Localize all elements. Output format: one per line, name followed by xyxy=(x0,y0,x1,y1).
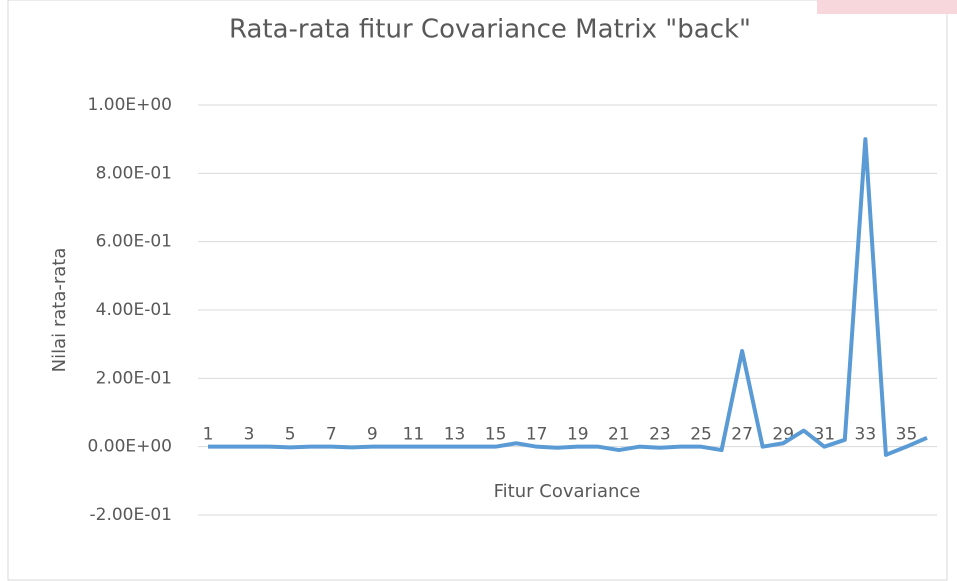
x-tick-label: 5 xyxy=(285,425,296,445)
y-tick-label: 8.00E-01 xyxy=(96,163,172,183)
chart-title: Rata-rata fitur Covariance Matrix "back" xyxy=(229,15,751,45)
x-tick-label: 35 xyxy=(896,425,918,445)
x-tick-label: 3 xyxy=(244,425,255,445)
x-tick-label: 1 xyxy=(203,425,214,445)
x-tick-label: 13 xyxy=(444,425,466,445)
x-tick-label: 21 xyxy=(608,425,630,445)
x-tick-label: 7 xyxy=(326,425,337,445)
x-tick-label: 17 xyxy=(526,425,548,445)
x-axis-title: Fitur Covariance xyxy=(494,481,641,502)
y-tick-label: 4.00E-01 xyxy=(96,300,172,320)
chart-frame xyxy=(7,0,948,581)
x-tick-label: 23 xyxy=(649,425,671,445)
x-tick-label: 11 xyxy=(403,425,425,445)
x-tick-label: 25 xyxy=(690,425,712,445)
y-axis-title: Nilai rata-rata xyxy=(49,248,70,373)
y-tick-label: -2.00E-01 xyxy=(90,505,173,525)
y-tick-label: 1.00E+00 xyxy=(88,95,172,115)
y-tick-label: 0.00E+00 xyxy=(88,437,172,457)
x-tick-label: 27 xyxy=(731,425,753,445)
data-line xyxy=(208,137,928,457)
y-tick-label: 6.00E-01 xyxy=(96,232,172,252)
x-tick-label: 19 xyxy=(567,425,589,445)
x-tick-label: 33 xyxy=(855,425,877,445)
x-tick-label: 15 xyxy=(485,425,507,445)
decor-bar xyxy=(817,0,957,14)
x-tick-label: 9 xyxy=(367,425,378,445)
y-tick-label: 2.00E-01 xyxy=(96,368,172,388)
x-tick-label: 31 xyxy=(813,425,835,445)
